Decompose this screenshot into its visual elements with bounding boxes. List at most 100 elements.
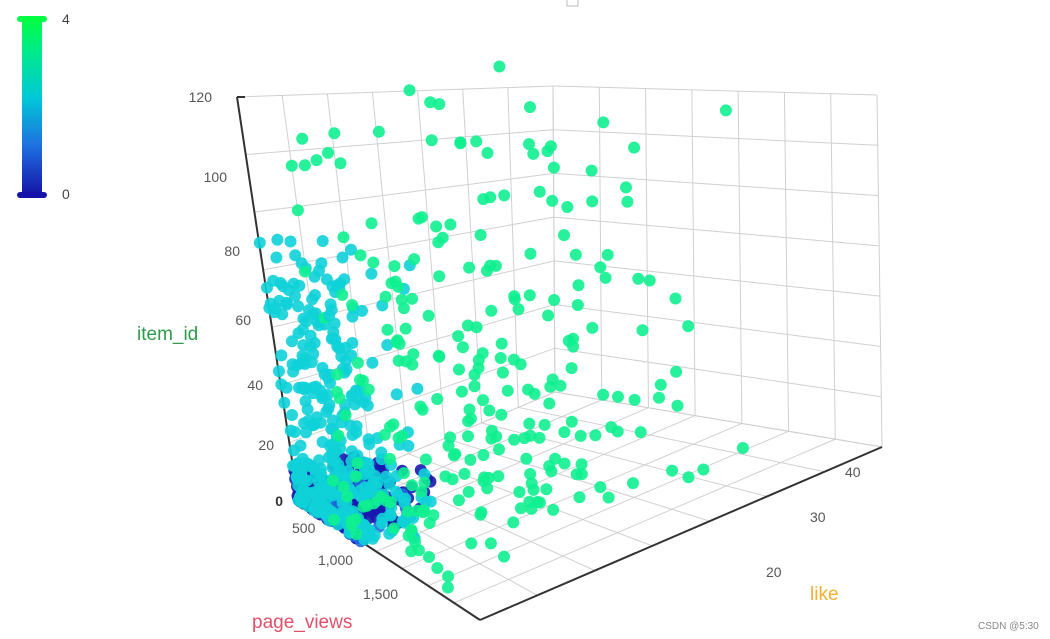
data-point[interactable] bbox=[682, 471, 695, 484]
data-point[interactable] bbox=[452, 494, 465, 507]
data-point[interactable] bbox=[393, 337, 406, 350]
data-point[interactable] bbox=[498, 189, 511, 202]
data-point[interactable] bbox=[682, 320, 695, 333]
data-point[interactable] bbox=[424, 495, 437, 508]
data-point[interactable] bbox=[314, 462, 327, 475]
data-point[interactable] bbox=[418, 476, 431, 489]
data-point[interactable] bbox=[270, 251, 283, 264]
data-point[interactable] bbox=[338, 273, 351, 286]
data-point[interactable] bbox=[268, 306, 281, 319]
data-point[interactable] bbox=[628, 393, 641, 406]
data-point[interactable] bbox=[322, 146, 334, 159]
data-point[interactable] bbox=[719, 104, 732, 117]
data-point[interactable] bbox=[572, 279, 585, 292]
data-point[interactable] bbox=[671, 399, 684, 412]
data-point[interactable] bbox=[271, 233, 284, 246]
data-point[interactable] bbox=[565, 362, 578, 375]
data-point[interactable] bbox=[290, 359, 303, 372]
data-point[interactable] bbox=[558, 426, 571, 439]
data-point[interactable] bbox=[474, 508, 487, 521]
data-point[interactable] bbox=[274, 277, 287, 289]
data-point[interactable] bbox=[387, 522, 400, 535]
data-point[interactable] bbox=[427, 509, 440, 522]
data-point[interactable] bbox=[414, 400, 427, 413]
data-point[interactable] bbox=[361, 499, 374, 512]
data-point[interactable] bbox=[697, 463, 710, 476]
data-point[interactable] bbox=[474, 229, 487, 241]
data-point[interactable] bbox=[372, 125, 385, 138]
data-point[interactable] bbox=[351, 356, 364, 369]
data-point[interactable] bbox=[444, 218, 457, 231]
data-point[interactable] bbox=[533, 185, 546, 198]
visual-map-handle-max[interactable] bbox=[17, 16, 47, 22]
data-point[interactable] bbox=[362, 457, 375, 470]
data-point[interactable] bbox=[419, 453, 432, 466]
data-point[interactable] bbox=[538, 418, 551, 431]
data-point[interactable] bbox=[544, 380, 557, 393]
data-point[interactable] bbox=[333, 392, 346, 405]
data-point[interactable] bbox=[483, 404, 496, 417]
data-point[interactable] bbox=[328, 513, 340, 526]
data-point[interactable] bbox=[547, 161, 560, 174]
data-point[interactable] bbox=[533, 496, 546, 509]
data-point[interactable] bbox=[412, 212, 425, 225]
data-point[interactable] bbox=[496, 366, 509, 379]
data-point[interactable] bbox=[383, 478, 396, 491]
data-point[interactable] bbox=[433, 98, 446, 111]
data-point[interactable] bbox=[586, 195, 599, 208]
data-point[interactable] bbox=[302, 414, 315, 427]
data-point[interactable] bbox=[470, 321, 483, 334]
data-point[interactable] bbox=[602, 491, 615, 504]
data-point[interactable] bbox=[594, 261, 607, 274]
data-point[interactable] bbox=[523, 138, 535, 151]
data-point[interactable] bbox=[316, 235, 329, 247]
data-point[interactable] bbox=[341, 490, 354, 503]
data-point[interactable] bbox=[425, 134, 438, 147]
data-point[interactable] bbox=[301, 457, 314, 470]
data-point[interactable] bbox=[523, 417, 536, 430]
data-point[interactable] bbox=[326, 414, 339, 427]
data-point[interactable] bbox=[336, 251, 349, 264]
data-point[interactable] bbox=[501, 384, 514, 397]
data-point[interactable] bbox=[485, 432, 498, 445]
data-point[interactable] bbox=[433, 270, 446, 283]
data-point[interactable] bbox=[574, 429, 587, 442]
data-point[interactable] bbox=[300, 426, 312, 439]
data-point[interactable] bbox=[317, 473, 330, 486]
data-point[interactable] bbox=[452, 330, 465, 343]
data-point[interactable] bbox=[669, 292, 682, 305]
data-point[interactable] bbox=[327, 474, 339, 487]
data-point[interactable] bbox=[350, 528, 363, 540]
data-point[interactable] bbox=[381, 339, 394, 351]
data-point[interactable] bbox=[384, 509, 397, 522]
data-point[interactable] bbox=[399, 322, 412, 335]
data-point[interactable] bbox=[495, 337, 508, 350]
data-point[interactable] bbox=[558, 229, 570, 242]
data-point[interactable] bbox=[736, 442, 749, 454]
data-point[interactable] bbox=[554, 379, 567, 392]
data-point[interactable] bbox=[345, 243, 357, 256]
data-point[interactable] bbox=[408, 253, 421, 266]
data-point[interactable] bbox=[308, 504, 321, 517]
data-point[interactable] bbox=[392, 431, 405, 444]
data-point[interactable] bbox=[597, 116, 610, 129]
data-point[interactable] bbox=[524, 468, 537, 480]
data-point[interactable] bbox=[367, 256, 380, 269]
data-point[interactable] bbox=[327, 489, 340, 502]
data-point[interactable] bbox=[527, 483, 540, 496]
data-point[interactable] bbox=[447, 449, 460, 462]
data-point[interactable] bbox=[336, 288, 349, 301]
data-point[interactable] bbox=[289, 289, 301, 302]
data-point[interactable] bbox=[365, 217, 378, 230]
data-point[interactable] bbox=[403, 84, 416, 97]
visual-map-handle-min[interactable] bbox=[17, 192, 47, 198]
data-point[interactable] bbox=[524, 101, 536, 114]
data-point[interactable] bbox=[594, 481, 607, 494]
data-point[interactable] bbox=[424, 96, 437, 109]
data-point[interactable] bbox=[514, 502, 527, 515]
data-point[interactable] bbox=[406, 292, 419, 305]
data-point[interactable] bbox=[334, 157, 347, 170]
data-point[interactable] bbox=[308, 289, 321, 302]
data-point[interactable] bbox=[495, 408, 508, 421]
data-point[interactable] bbox=[523, 289, 536, 302]
